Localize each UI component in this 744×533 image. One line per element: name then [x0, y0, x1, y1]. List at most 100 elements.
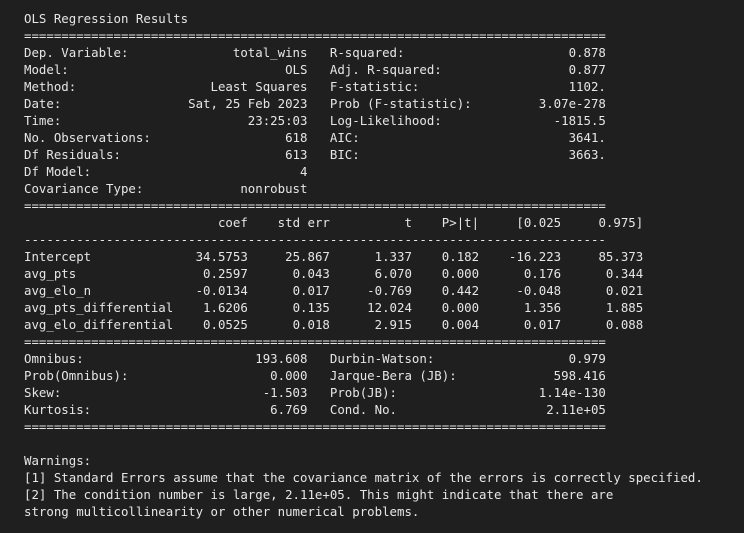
coef-cell: -16.223 — [479, 249, 562, 264]
coef-table-row: avg_elo_n -0.0134 0.017 -0.769 0.442 -0.… — [24, 283, 643, 298]
summary-label: Df Residuals: — [24, 147, 174, 162]
summary-value: 613 — [173, 147, 308, 162]
summary-value: nonrobust — [173, 181, 308, 196]
coef-cell: 6.070 — [329, 266, 412, 281]
diagnostic-value: -1.503 — [173, 385, 308, 400]
diagnostic-row: Skew: -1.503 Prob(JB): 1.14e-130 — [24, 385, 606, 400]
coef-variable-name: Intercept — [24, 249, 174, 264]
warning-line: strong multicollinearity or other numeri… — [24, 504, 420, 519]
diagnostic-label: Skew: — [24, 385, 174, 400]
coef-cell: 0.017 — [247, 283, 330, 298]
summary-label: F-statistic: — [329, 79, 480, 94]
coef-variable-name: avg_pts_differential — [24, 300, 174, 315]
coef-rows: Intercept 34.5753 25.867 1.337 0.182 -16… — [24, 249, 643, 332]
summary-row: No. Observations: 618 AIC: 3641. — [24, 130, 606, 145]
coef-table-row: avg_pts_differential 1.6206 0.135 12.024… — [24, 300, 643, 315]
warning-line: [2] The condition number is large, 2.11e… — [24, 487, 614, 502]
summary-value: OLS — [173, 62, 308, 77]
results-title: OLS Regression Results — [24, 11, 189, 26]
summary-row: Covariance Type: nonrobust — [24, 181, 307, 196]
summary-row: Method: Least Squares F-statistic: 1102. — [24, 79, 606, 94]
diagnostic-row: Omnibus: 193.608 Durbin-Watson: 0.979 — [24, 351, 606, 366]
summary-row: Df Residuals: 613 BIC: 3663. — [24, 147, 606, 162]
summary-block: Dep. Variable: total_wins R-squared: 0.8… — [24, 45, 606, 196]
summary-label: Date: — [24, 96, 174, 111]
coef-cell: 25.867 — [247, 249, 330, 264]
coef-table-row: avg_elo_differential 0.0525 0.018 2.915 … — [24, 317, 643, 332]
summary-value: Sat, 25 Feb 2023 — [173, 96, 308, 111]
coef-column-header: coef — [173, 215, 248, 230]
coef-cell: -0.048 — [479, 283, 562, 298]
summary-label: Adj. R-squared: — [329, 62, 480, 77]
ols-regression-output: OLS Regression Results =================… — [24, 10, 703, 520]
coef-variable-name: avg_elo_n — [24, 283, 174, 298]
warning-line: [1] Standard Errors assume that the cova… — [24, 470, 703, 485]
diagnostic-row: Prob(Omnibus): 0.000 Jarque-Bera (JB): 5… — [24, 368, 606, 383]
coef-table-row: Intercept 34.5753 25.867 1.337 0.182 -16… — [24, 249, 643, 264]
coef-column-header: t — [329, 215, 412, 230]
summary-label: Prob (F-statistic): — [329, 96, 480, 111]
diagnostic-label: Prob(Omnibus): — [24, 368, 174, 383]
coef-header-row: coef std err t P>|t| [0.025 0.975] — [24, 215, 643, 230]
coef-table-row: avg_pts 0.2597 0.043 6.070 0.000 0.176 0… — [24, 266, 643, 281]
warnings-heading: Warnings: — [24, 453, 92, 468]
summary-label: Df Model: — [24, 164, 174, 179]
summary-value: 4 — [173, 164, 308, 179]
diagnostic-label: Kurtosis: — [24, 402, 174, 417]
diagnostic-row: Kurtosis: 6.769 Cond. No. 2.11e+05 — [24, 402, 606, 417]
coef-column-header: 0.975] — [561, 215, 644, 230]
summary-row: Model: OLS Adj. R-squared: 0.877 — [24, 62, 606, 77]
coef-cell: 0.088 — [561, 317, 644, 332]
coef-cell: -0.769 — [329, 283, 412, 298]
diagnostic-value: 1.14e-130 — [479, 385, 606, 400]
summary-label: Time: — [24, 113, 174, 128]
coef-cell: 0.182 — [411, 249, 480, 264]
summary-label: BIC: — [329, 147, 480, 162]
summary-label: R-squared: — [329, 45, 480, 60]
summary-value: -1815.5 — [479, 113, 606, 128]
coef-cell: 0.344 — [561, 266, 644, 281]
summary-value: 3663. — [479, 147, 606, 162]
separator-bottom: ========================================… — [24, 419, 606, 434]
coef-cell: -0.0134 — [173, 283, 248, 298]
diagnostic-label: Prob(JB): — [329, 385, 480, 400]
separator-after-summary: ========================================… — [24, 198, 606, 213]
coef-cell: 0.442 — [411, 283, 480, 298]
coef-cell: 0.017 — [479, 317, 562, 332]
summary-value: 618 — [173, 130, 308, 145]
summary-row: Df Model: 4 — [24, 164, 307, 179]
summary-value: 0.878 — [479, 45, 606, 60]
diagnostic-label: Durbin-Watson: — [329, 351, 480, 366]
coef-column-header: P>|t| — [411, 215, 480, 230]
coef-cell: 0.043 — [247, 266, 330, 281]
coef-cell: 1.6206 — [173, 300, 248, 315]
coef-cell: 1.356 — [479, 300, 562, 315]
diagnostics-block: Omnibus: 193.608 Durbin-Watson: 0.979 Pr… — [24, 351, 606, 417]
diagnostic-label: Omnibus: — [24, 351, 174, 366]
diagnostic-value: 2.11e+05 — [479, 402, 606, 417]
coef-column-header: [0.025 — [479, 215, 562, 230]
coef-cell: 0.000 — [411, 300, 480, 315]
separator-after-coef-header: ----------------------------------------… — [24, 232, 606, 247]
coef-cell: 0.135 — [247, 300, 330, 315]
coef-cell: 1.337 — [329, 249, 412, 264]
summary-value: 1102. — [479, 79, 606, 94]
diagnostic-value: 0.979 — [479, 351, 606, 366]
summary-label: Model: — [24, 62, 174, 77]
diagnostic-value: 193.608 — [173, 351, 308, 366]
coef-cell: 0.176 — [479, 266, 562, 281]
summary-row: Time: 23:25:03 Log-Likelihood: -1815.5 — [24, 113, 606, 128]
summary-row: Date: Sat, 25 Feb 2023 Prob (F-statistic… — [24, 96, 606, 111]
coef-cell: 85.373 — [561, 249, 644, 264]
coef-cell: 12.024 — [329, 300, 412, 315]
diagnostic-value: 0.000 — [173, 368, 308, 383]
summary-label: Method: — [24, 79, 174, 94]
diagnostic-label: Cond. No. — [329, 402, 480, 417]
separator-top: ========================================… — [24, 28, 606, 43]
summary-value: Least Squares — [173, 79, 308, 94]
diagnostic-label: Jarque-Bera (JB): — [329, 368, 480, 383]
summary-value: 3641. — [479, 130, 606, 145]
coef-cell: 0.0525 — [173, 317, 248, 332]
separator-after-coef-table: ========================================… — [24, 334, 606, 349]
summary-value: 23:25:03 — [173, 113, 308, 128]
